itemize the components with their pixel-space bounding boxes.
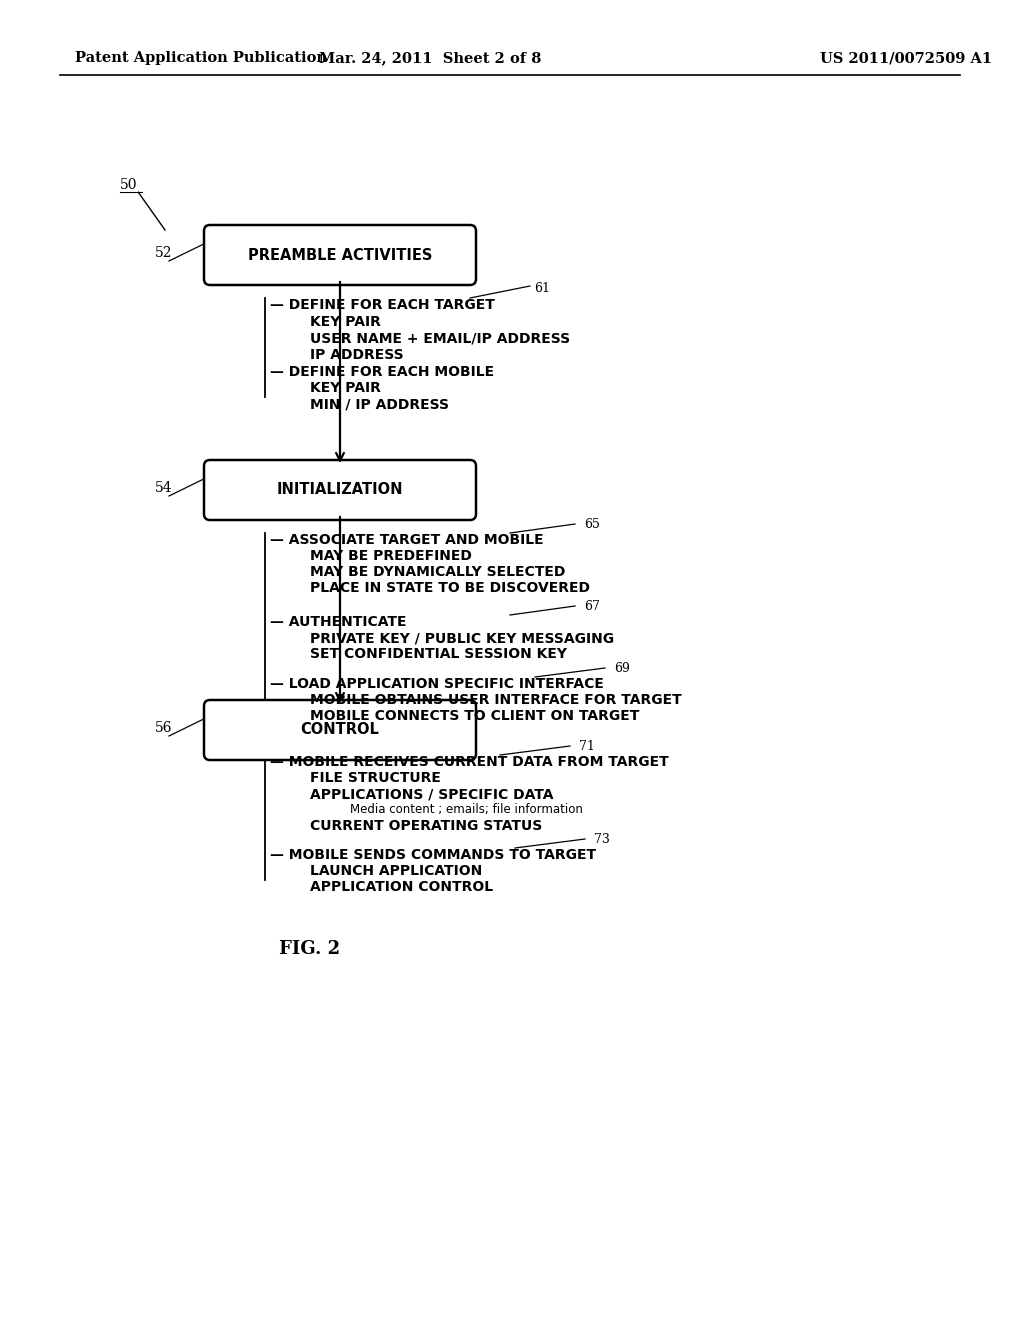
FancyBboxPatch shape (204, 224, 476, 285)
Text: PREAMBLE ACTIVITIES: PREAMBLE ACTIVITIES (248, 248, 432, 263)
Text: MAY BE DYNAMICALLY SELECTED: MAY BE DYNAMICALLY SELECTED (310, 565, 565, 579)
Text: — MOBILE SENDS COMMANDS TO TARGET: — MOBILE SENDS COMMANDS TO TARGET (270, 847, 596, 862)
Text: — MOBILE RECEIVES CURRENT DATA FROM TARGET: — MOBILE RECEIVES CURRENT DATA FROM TARG… (270, 755, 669, 770)
Text: 50: 50 (120, 178, 137, 191)
Text: KEY PAIR: KEY PAIR (310, 315, 381, 329)
Text: APPLICATIONS / SPECIFIC DATA: APPLICATIONS / SPECIFIC DATA (310, 787, 554, 801)
Text: 61: 61 (534, 282, 550, 294)
Text: FIG. 2: FIG. 2 (280, 940, 341, 958)
Text: LAUNCH APPLICATION: LAUNCH APPLICATION (310, 865, 482, 878)
Text: US 2011/0072509 A1: US 2011/0072509 A1 (820, 51, 992, 65)
Text: MOBILE CONNECTS TO CLIENT ON TARGET: MOBILE CONNECTS TO CLIENT ON TARGET (310, 709, 639, 723)
Text: FILE STRUCTURE: FILE STRUCTURE (310, 771, 441, 785)
Text: — AUTHENTICATE: — AUTHENTICATE (270, 615, 407, 630)
Text: USER NAME + EMAIL/IP ADDRESS: USER NAME + EMAIL/IP ADDRESS (310, 331, 570, 345)
Text: — ASSOCIATE TARGET AND MOBILE: — ASSOCIATE TARGET AND MOBILE (270, 533, 544, 546)
Text: CONTROL: CONTROL (301, 722, 380, 738)
Text: — DEFINE FOR EACH TARGET: — DEFINE FOR EACH TARGET (270, 298, 495, 312)
Text: PRIVATE KEY / PUBLIC KEY MESSAGING: PRIVATE KEY / PUBLIC KEY MESSAGING (310, 631, 614, 645)
Text: PLACE IN STATE TO BE DISCOVERED: PLACE IN STATE TO BE DISCOVERED (310, 581, 590, 595)
Text: Media content ; emails; file information: Media content ; emails; file information (350, 803, 583, 816)
FancyBboxPatch shape (204, 459, 476, 520)
FancyBboxPatch shape (204, 700, 476, 760)
Text: MOBILE OBTAINS USER INTERFACE FOR TARGET: MOBILE OBTAINS USER INTERFACE FOR TARGET (310, 693, 682, 708)
Text: KEY PAIR: KEY PAIR (310, 381, 381, 395)
Text: MIN / IP ADDRESS: MIN / IP ADDRESS (310, 397, 449, 411)
Text: IP ADDRESS: IP ADDRESS (310, 348, 403, 362)
Text: Mar. 24, 2011  Sheet 2 of 8: Mar. 24, 2011 Sheet 2 of 8 (318, 51, 542, 65)
Text: 54: 54 (155, 480, 173, 495)
Text: 69: 69 (614, 663, 630, 675)
Text: MAY BE PREDEFINED: MAY BE PREDEFINED (310, 549, 472, 564)
Text: 65: 65 (584, 517, 600, 531)
Text: APPLICATION CONTROL: APPLICATION CONTROL (310, 880, 494, 894)
Text: SET CONFIDENTIAL SESSION KEY: SET CONFIDENTIAL SESSION KEY (310, 647, 567, 661)
Text: 71: 71 (579, 741, 595, 752)
Text: INITIALIZATION: INITIALIZATION (276, 483, 403, 498)
Text: 67: 67 (584, 601, 600, 612)
Text: 52: 52 (155, 246, 172, 260)
Text: — LOAD APPLICATION SPECIFIC INTERFACE: — LOAD APPLICATION SPECIFIC INTERFACE (270, 677, 604, 690)
Text: CURRENT OPERATING STATUS: CURRENT OPERATING STATUS (310, 818, 543, 833)
Text: Patent Application Publication: Patent Application Publication (75, 51, 327, 65)
Text: 56: 56 (155, 721, 172, 735)
Text: — DEFINE FOR EACH MOBILE: — DEFINE FOR EACH MOBILE (270, 366, 495, 379)
Text: 73: 73 (594, 833, 610, 846)
